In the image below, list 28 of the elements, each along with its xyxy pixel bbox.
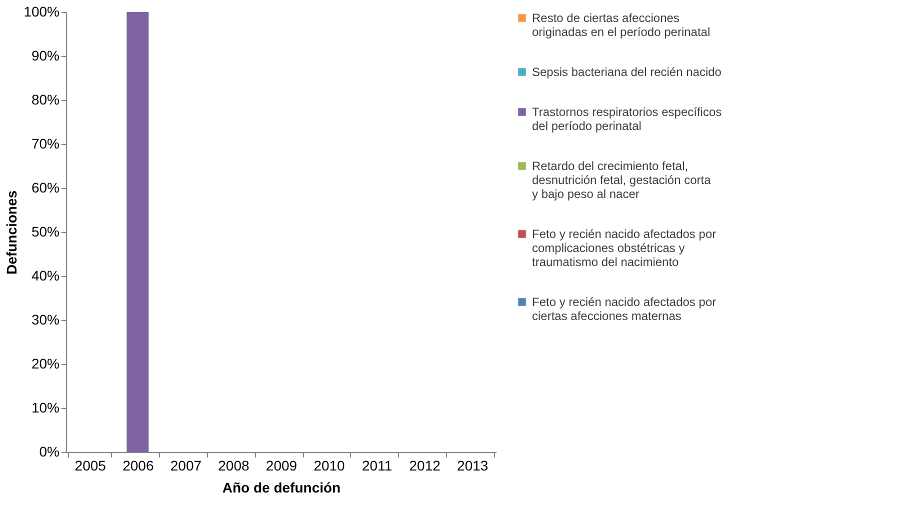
x-tick-label: 2013 xyxy=(457,458,488,474)
y-tick-label: 30% xyxy=(31,312,60,328)
y-tick-label: 100% xyxy=(24,4,60,20)
x-tick-label: 2006 xyxy=(122,458,154,474)
x-tick-label: 2011 xyxy=(362,458,392,474)
y-tick-label: 80% xyxy=(31,92,60,108)
legend-label: Trastornos respiratorios específicos del período perinatal xyxy=(532,105,722,133)
legend-label: Retardo del crecimiento fetal, desnutrición fetal, gestación corta y bajo peso al nacer xyxy=(532,159,712,201)
x-axis-title: Año de defunción xyxy=(222,480,341,496)
x-tick-label: 2010 xyxy=(314,458,346,474)
y-tick-label: 70% xyxy=(31,136,60,152)
y-tick-label: 90% xyxy=(31,48,60,64)
legend-label: Resto de ciertas afecciones originadas en el período perinatal xyxy=(532,11,710,39)
x-tick-label: 2012 xyxy=(409,458,441,474)
y-tick-label: 60% xyxy=(31,180,60,196)
x-tick-label: 2008 xyxy=(218,458,250,474)
x-tick-label: 2007 xyxy=(170,458,202,474)
x-tick-label: 2009 xyxy=(266,458,298,474)
y-tick-label: 10% xyxy=(31,400,60,416)
y-axis-title: Defunciones xyxy=(4,190,20,275)
legend-label: Feto y recién nacido afectados por ciertas afecciones maternas xyxy=(532,295,716,323)
y-tick-label: 50% xyxy=(31,224,60,240)
x-tick-label: 2005 xyxy=(74,458,106,474)
legend-label: Sepsis bacteriana del recién nacido xyxy=(532,65,722,79)
y-tick-label: 40% xyxy=(31,268,60,284)
y-tick-label: 0% xyxy=(39,444,60,460)
y-tick-label: 20% xyxy=(31,356,60,372)
legend-label: Feto y recién nacido afectados por complicaciones obstétricas y traumatismo del nacimiento xyxy=(532,227,716,269)
